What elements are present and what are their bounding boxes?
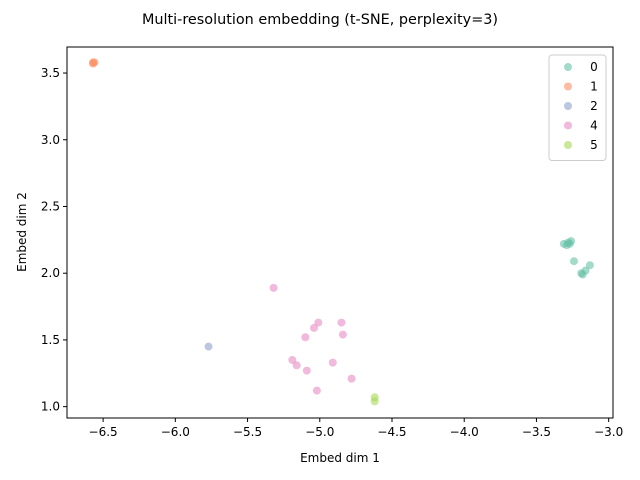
y-tick-label: 3.0 <box>41 133 60 147</box>
legend: 0 1 2 4 5 <box>548 54 607 161</box>
x-tick-label: −4.0 <box>450 425 479 439</box>
legend-label-4: 4 <box>590 119 598 133</box>
data-point-series-0-4 <box>567 237 576 246</box>
y-axis: 1.0 1.5 2.0 2.5 3.0 3.5 <box>41 66 67 414</box>
data-point-series-0-9 <box>585 261 594 270</box>
legend-label-1: 1 <box>590 80 598 94</box>
x-axis-label: Embed dim 1 <box>300 451 380 465</box>
legend-marker-4 <box>564 121 572 130</box>
data-point-series-4-6 <box>288 355 297 364</box>
y-axis-label: Embed dim 2 <box>15 192 29 272</box>
legend-box <box>548 54 607 161</box>
chart-title: Multi-resolution embedding (t-SNE, perpl… <box>142 12 498 28</box>
data-point-series-4-8 <box>302 366 311 375</box>
data-point-series-2-0 <box>204 342 213 351</box>
x-tick-label: −5.0 <box>305 425 334 439</box>
data-point-series-4-11 <box>312 386 321 395</box>
y-tick-label: 3.5 <box>41 66 60 80</box>
x-tick-label: −6.0 <box>161 425 190 439</box>
data-point-series-4-10 <box>347 374 356 383</box>
y-tick-label: 1.0 <box>41 400 60 414</box>
data-point-series-4-4 <box>337 318 346 327</box>
x-tick-label: −3.0 <box>594 425 623 439</box>
data-point-series-1-2 <box>90 58 99 67</box>
legend-label-2: 2 <box>590 99 598 113</box>
legend-marker-0 <box>564 63 572 71</box>
x-tick-label: −5.5 <box>233 425 262 439</box>
x-tick-label: −3.5 <box>522 425 551 439</box>
legend-marker-5 <box>564 141 572 149</box>
data-point-series-4-5 <box>338 330 347 339</box>
data-point-series-0-8 <box>581 266 590 275</box>
data-point-series-4-0 <box>269 283 278 292</box>
data-point-series-4-1 <box>314 318 323 327</box>
y-tick-label: 2.0 <box>41 266 60 280</box>
legend-label-0: 0 <box>590 60 598 74</box>
data-point-series-5-1 <box>370 397 379 406</box>
data-point-series-4-3 <box>301 333 310 342</box>
legend-marker-1 <box>564 82 572 91</box>
data-point-series-4-7 <box>292 361 301 370</box>
x-tick-label: −4.5 <box>377 425 406 439</box>
data-point-series-0-5 <box>570 257 578 266</box>
x-axis: −6.5 −6.0 −5.5 −5.0 −4.5 −4.0 −3.5 −3.0 <box>89 418 623 439</box>
y-tick-label: 1.5 <box>41 333 60 347</box>
data-point-series-4-9 <box>328 358 337 367</box>
data-point-series-4-2 <box>310 323 318 332</box>
plot-frame <box>66 46 614 419</box>
legend-label-5: 5 <box>590 138 598 152</box>
data-points <box>89 58 594 406</box>
y-tick-label: 2.5 <box>41 199 60 213</box>
legend-marker-2 <box>564 102 572 110</box>
x-tick-label: −6.5 <box>89 425 118 439</box>
